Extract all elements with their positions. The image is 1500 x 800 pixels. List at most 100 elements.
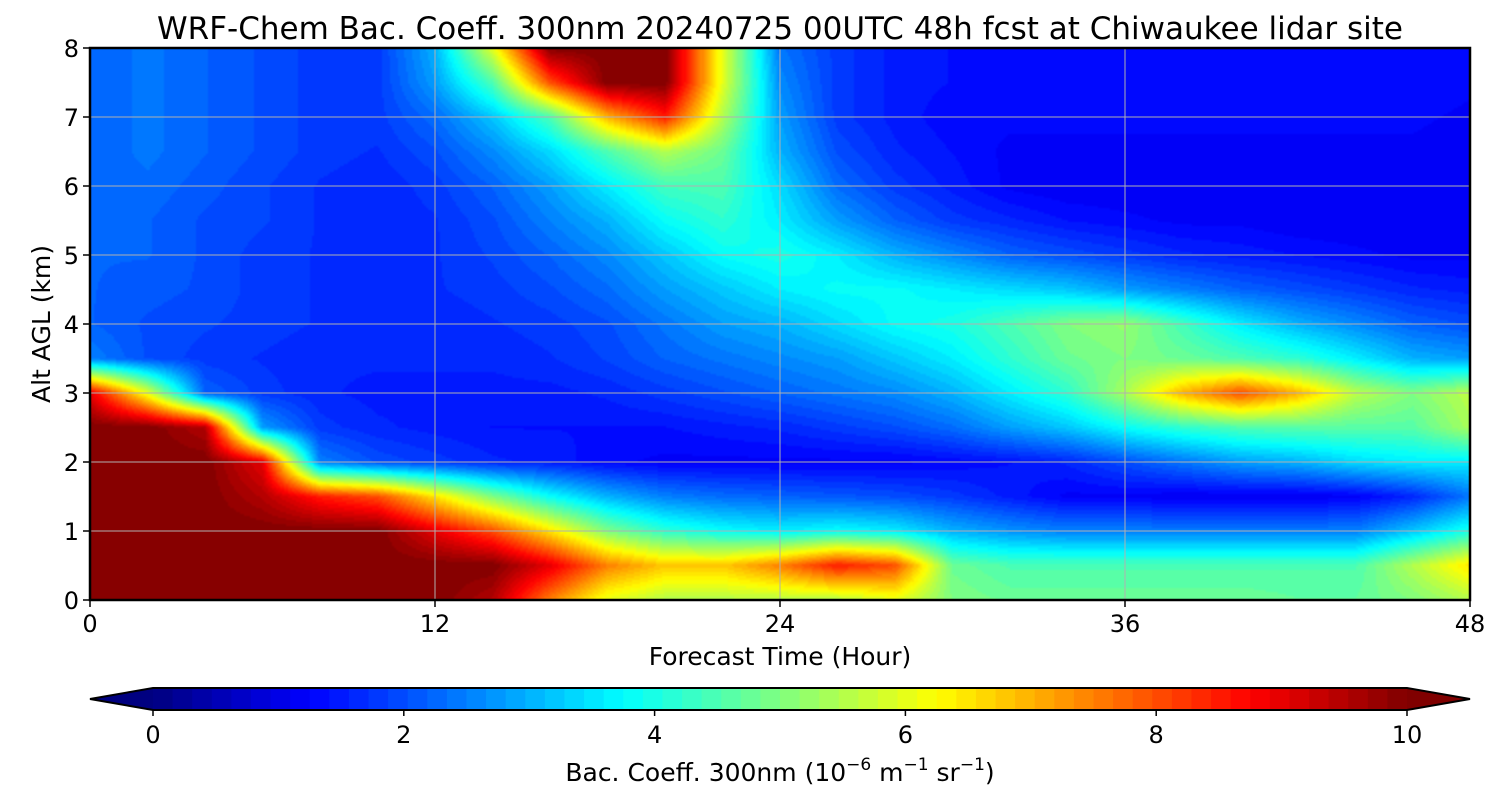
colorbar-segment — [956, 688, 977, 710]
colorbar-tick-label: 0 — [145, 721, 160, 749]
colorbar-segment — [662, 688, 683, 710]
colorbar-segment — [1132, 688, 1153, 710]
y-tick-label: 0 — [64, 587, 79, 615]
colorbar-segment — [642, 688, 664, 710]
colorbar-segment — [446, 688, 468, 710]
colorbar-segment — [740, 688, 762, 710]
y-axis-label: Alt AGL (km) — [27, 245, 56, 403]
colorbar-segment — [780, 688, 801, 710]
colorbar-segment — [309, 688, 330, 710]
y-tick-label: 7 — [64, 104, 79, 132]
colorbar-tick-label: 8 — [1149, 721, 1164, 749]
colorbar-segment — [1348, 688, 1369, 710]
colorbar-segment — [623, 688, 644, 710]
colorbar-segment — [466, 688, 487, 710]
colorbar-segment — [1152, 688, 1173, 710]
colorbar-segment — [1171, 688, 1193, 710]
colorbar-label-end: sr — [929, 758, 961, 787]
colorbar-segment — [1015, 688, 1036, 710]
colorbar-label-mid: m — [871, 758, 903, 787]
colorbar-segment — [995, 688, 1016, 710]
colorbar-segment — [270, 688, 291, 710]
colorbar-segment — [348, 688, 370, 710]
colorbar-segment — [1309, 688, 1330, 710]
x-axis: 0 12 24 36 48 — [82, 600, 1485, 638]
colorbar-label-exp1: −6 — [846, 755, 871, 775]
colorbar-segment — [975, 688, 997, 710]
colorbar-segment — [407, 688, 428, 710]
y-tick-label: 6 — [64, 173, 79, 201]
colorbar-segment — [250, 688, 272, 710]
colorbar-segment — [1269, 688, 1291, 710]
colorbar-segment — [838, 688, 859, 710]
colorbar-label-exp2: −1 — [904, 755, 929, 775]
colorbar-segment — [172, 688, 193, 710]
colorbar-segment — [701, 688, 722, 710]
colorbar-segment — [1191, 688, 1212, 710]
colorbar-label-exp3: −1 — [960, 755, 985, 775]
y-tick-label: 8 — [64, 35, 79, 63]
colorbar-tick-label: 2 — [396, 721, 411, 749]
x-tick-label: 48 — [1455, 610, 1486, 638]
colorbar-segment — [917, 688, 938, 710]
colorbar-segment — [1289, 688, 1310, 710]
chart-title: WRF-Chem Bac. Coeff. 300nm 20240725 00UT… — [157, 11, 1403, 47]
colorbar-ticks: 0 2 4 6 8 10 — [145, 710, 1422, 749]
colorbar-segment — [388, 688, 409, 710]
colorbar-segment — [486, 688, 507, 710]
colorbar-segment — [1230, 688, 1251, 710]
colorbar-segment — [1367, 688, 1389, 710]
colorbar-segment — [505, 688, 526, 710]
colorbar-extend-low — [90, 688, 153, 710]
colorbar-segment — [858, 688, 879, 710]
colorbar-segment — [525, 688, 546, 710]
colorbar: 0 2 4 6 8 10 — [89, 687, 1471, 749]
colorbar-segment — [1054, 688, 1075, 710]
colorbar-segment — [211, 688, 232, 710]
y-tick-label: 4 — [64, 311, 79, 339]
colorbar-segment — [427, 688, 448, 710]
colorbar-segment — [1387, 688, 1408, 710]
colorbar-tick-label: 6 — [898, 721, 913, 749]
colorbar-label-main: Bac. Coeff. 300nm (10 — [565, 758, 846, 787]
colorbar-segment — [819, 688, 840, 710]
colorbar-segment — [1328, 688, 1349, 710]
colorbar-segment — [1113, 688, 1134, 710]
colorbar-segment — [936, 688, 957, 710]
y-tick-label: 1 — [64, 518, 79, 546]
colorbar-segment — [544, 688, 566, 710]
colorbar-segment — [603, 688, 624, 710]
colorbar-segment — [564, 688, 585, 710]
colorbar-segment — [877, 688, 899, 710]
x-tick-label: 0 — [82, 610, 97, 638]
colorbar-segment — [1211, 688, 1232, 710]
colorbar-segment — [1034, 688, 1055, 710]
colorbar-segment — [1250, 688, 1271, 710]
colorbar-label-close: ) — [985, 758, 995, 787]
colorbar-segment — [153, 688, 174, 710]
colorbar-segment — [721, 688, 742, 710]
colorbar-segment — [1073, 688, 1095, 710]
colorbar-segment — [584, 688, 605, 710]
y-tick-label: 3 — [64, 380, 79, 408]
colorbar-segment — [290, 688, 311, 710]
colorbar-tick-label: 10 — [1392, 721, 1423, 749]
x-tick-label: 12 — [420, 610, 451, 638]
colorbar-extend-high — [1407, 688, 1470, 710]
y-axis: 0 1 2 3 4 5 6 7 8 — [64, 35, 90, 615]
colorbar-segment — [192, 688, 213, 710]
x-tick-label: 36 — [1110, 610, 1141, 638]
colorbar-tick-label: 4 — [647, 721, 662, 749]
colorbar-segment — [799, 688, 820, 710]
colorbar-segment — [682, 688, 703, 710]
y-tick-label: 5 — [64, 242, 79, 270]
colorbar-segments — [153, 688, 1408, 710]
colorbar-label: Bac. Coeff. 300nm (10−6 m−1 sr−1) — [565, 755, 994, 787]
colorbar-segment — [231, 688, 252, 710]
colorbar-segment — [1093, 688, 1114, 710]
x-axis-label: Forecast Time (Hour) — [649, 642, 912, 671]
colorbar-segment — [368, 688, 389, 710]
colorbar-segment — [897, 688, 918, 710]
colorbar-segment — [760, 688, 781, 710]
